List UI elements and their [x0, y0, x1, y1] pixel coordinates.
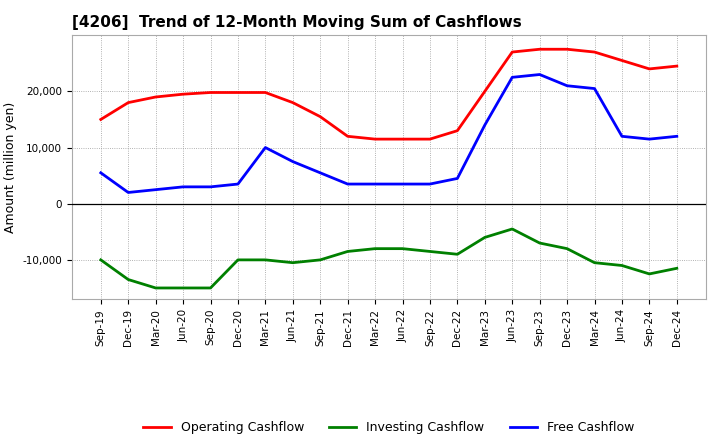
Line: Free Cashflow: Free Cashflow	[101, 74, 677, 192]
Investing Cashflow	[289, 260, 297, 265]
Operating Cashflow	[618, 58, 626, 63]
Investing Cashflow	[508, 226, 516, 231]
Operating Cashflow	[563, 47, 572, 52]
Free Cashflow	[96, 170, 105, 176]
Investing Cashflow	[563, 246, 572, 251]
Free Cashflow	[672, 134, 681, 139]
Investing Cashflow	[261, 257, 270, 263]
Operating Cashflow	[536, 47, 544, 52]
Operating Cashflow	[371, 136, 379, 142]
Investing Cashflow	[206, 285, 215, 290]
Operating Cashflow	[261, 90, 270, 95]
Free Cashflow	[289, 159, 297, 164]
Investing Cashflow	[343, 249, 352, 254]
Operating Cashflow	[96, 117, 105, 122]
Free Cashflow	[124, 190, 132, 195]
Free Cashflow	[590, 86, 599, 91]
Operating Cashflow	[645, 66, 654, 72]
Investing Cashflow	[480, 235, 489, 240]
Operating Cashflow	[233, 90, 242, 95]
Free Cashflow	[618, 134, 626, 139]
Operating Cashflow	[398, 136, 407, 142]
Investing Cashflow	[645, 271, 654, 277]
Free Cashflow	[480, 122, 489, 128]
Text: [4206]  Trend of 12-Month Moving Sum of Cashflows: [4206] Trend of 12-Month Moving Sum of C…	[72, 15, 522, 30]
Free Cashflow	[151, 187, 160, 192]
Line: Investing Cashflow: Investing Cashflow	[101, 229, 677, 288]
Operating Cashflow	[453, 128, 462, 133]
Investing Cashflow	[233, 257, 242, 263]
Operating Cashflow	[316, 114, 325, 119]
Free Cashflow	[645, 136, 654, 142]
Operating Cashflow	[206, 90, 215, 95]
Free Cashflow	[206, 184, 215, 190]
Free Cashflow	[261, 145, 270, 150]
Investing Cashflow	[398, 246, 407, 251]
Investing Cashflow	[453, 252, 462, 257]
Free Cashflow	[536, 72, 544, 77]
Investing Cashflow	[124, 277, 132, 282]
Operating Cashflow	[343, 134, 352, 139]
Operating Cashflow	[672, 63, 681, 69]
Operating Cashflow	[179, 92, 187, 97]
Investing Cashflow	[426, 249, 434, 254]
Investing Cashflow	[672, 266, 681, 271]
Operating Cashflow	[508, 49, 516, 55]
Operating Cashflow	[480, 89, 489, 94]
Legend: Operating Cashflow, Investing Cashflow, Free Cashflow: Operating Cashflow, Investing Cashflow, …	[138, 416, 639, 439]
Y-axis label: Amount (million yen): Amount (million yen)	[4, 102, 17, 233]
Line: Operating Cashflow: Operating Cashflow	[101, 49, 677, 139]
Free Cashflow	[508, 75, 516, 80]
Investing Cashflow	[590, 260, 599, 265]
Free Cashflow	[233, 181, 242, 187]
Free Cashflow	[316, 170, 325, 176]
Free Cashflow	[179, 184, 187, 190]
Free Cashflow	[343, 181, 352, 187]
Investing Cashflow	[618, 263, 626, 268]
Investing Cashflow	[96, 257, 105, 263]
Operating Cashflow	[124, 100, 132, 105]
Free Cashflow	[563, 83, 572, 88]
Investing Cashflow	[151, 285, 160, 290]
Free Cashflow	[426, 181, 434, 187]
Investing Cashflow	[536, 240, 544, 246]
Investing Cashflow	[179, 285, 187, 290]
Operating Cashflow	[426, 136, 434, 142]
Free Cashflow	[453, 176, 462, 181]
Investing Cashflow	[316, 257, 325, 263]
Operating Cashflow	[289, 100, 297, 105]
Free Cashflow	[398, 181, 407, 187]
Free Cashflow	[371, 181, 379, 187]
Investing Cashflow	[371, 246, 379, 251]
Operating Cashflow	[590, 49, 599, 55]
Operating Cashflow	[151, 94, 160, 99]
